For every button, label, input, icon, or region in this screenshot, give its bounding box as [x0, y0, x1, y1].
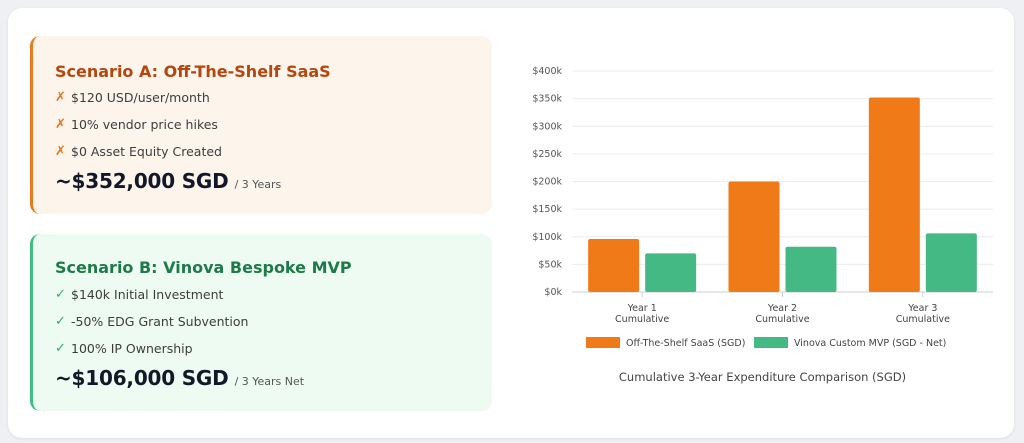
total-period: / 3 Years Net	[234, 375, 305, 388]
item-text: 100% IP Ownership	[71, 341, 193, 356]
bar-vinova	[785, 246, 837, 292]
list-item: ✓ $140k Initial Investment	[55, 286, 248, 313]
scenario-b-title: Scenario B: Vinova Bespoke MVP	[55, 258, 352, 277]
x-tick-label: Cumulative	[615, 314, 669, 325]
y-tick-label: $400k	[532, 66, 562, 77]
legend-swatch	[754, 337, 788, 348]
bar-saas	[868, 97, 920, 292]
item-text: $120 USD/user/month	[71, 90, 210, 105]
scenario-b-list: ✓ $140k Initial Investment ✓ -50% EDG Gran…	[55, 286, 248, 367]
y-tick-label: $300k	[532, 121, 562, 132]
list-item: ✗ 10% vendor price hikes	[55, 116, 222, 143]
x-tick-label: Cumulative	[896, 314, 950, 325]
bar-saas	[728, 181, 780, 292]
x-tick-label: Cumulative	[755, 314, 809, 325]
legend-swatch	[586, 337, 620, 348]
scenario-b-total: ~$106,000 SGD / 3 Years Net	[55, 366, 304, 390]
bar-vinova	[925, 233, 977, 292]
list-item: ✓ -50% EDG Grant Subvention	[55, 313, 248, 340]
x-tick-label: Year 3	[907, 303, 937, 314]
cross-icon: ✗	[55, 144, 66, 159]
x-tick-label: Year 1	[627, 303, 657, 314]
expenditure-bar-chart: $0k $50k $100k $150k $200k $250k $300k $350k $40…	[532, 66, 993, 349]
y-tick-label: $100k	[532, 232, 562, 243]
y-tick-label: $150k	[532, 204, 562, 215]
y-tick-label: $50k	[538, 259, 562, 270]
bar-saas	[588, 238, 640, 292]
scenario-a-card: Scenario A: Off-The-Shelf SaaS ✗ $120 USD…	[30, 36, 492, 214]
y-tick-label: $350k	[532, 94, 562, 105]
y-tick-label: $0k	[544, 287, 562, 298]
scenario-b-card: Scenario B: Vinova Bespoke MVP ✓ $140k In…	[30, 234, 492, 411]
check-icon: ✓	[55, 287, 66, 302]
legend-label: Vinova Custom MVP (SGD - Net)	[794, 338, 946, 349]
chart-title: Cumulative 3-Year Expenditure Comparison…	[618, 370, 907, 384]
x-tick-label: Year 2	[767, 303, 797, 314]
list-item: ✗ $0 Asset Equity Created	[55, 143, 222, 170]
scenario-a-title: Scenario A: Off-The-Shelf SaaS	[55, 62, 331, 81]
y-tick-label: $200k	[532, 177, 562, 188]
cross-icon: ✗	[55, 117, 66, 132]
cross-icon: ✗	[55, 90, 66, 105]
item-text: -50% EDG Grant Subvention	[71, 314, 249, 329]
list-item: ✓ 100% IP Ownership	[55, 340, 248, 367]
item-text: $140k Initial Investment	[71, 287, 224, 302]
legend-label: Off-The-Shelf SaaS (SGD)	[626, 338, 745, 349]
check-icon: ✓	[55, 314, 66, 329]
bar-vinova	[645, 253, 697, 292]
total-period: / 3 Years	[234, 178, 282, 191]
check-icon: ✓	[55, 341, 66, 356]
y-tick-label: $250k	[532, 149, 562, 160]
item-text: $0 Asset Equity Created	[71, 144, 222, 159]
item-text: 10% vendor price hikes	[71, 117, 218, 132]
total-amount: ~$106,000 SGD	[55, 366, 229, 390]
list-item: ✗ $120 USD/user/month	[55, 89, 222, 116]
scenario-a-list: ✗ $120 USD/user/month ✗ 10% vendor price h…	[55, 89, 222, 170]
total-amount: ~$352,000 SGD	[55, 169, 229, 193]
scenario-a-total: ~$352,000 SGD / 3 Years	[55, 169, 281, 193]
